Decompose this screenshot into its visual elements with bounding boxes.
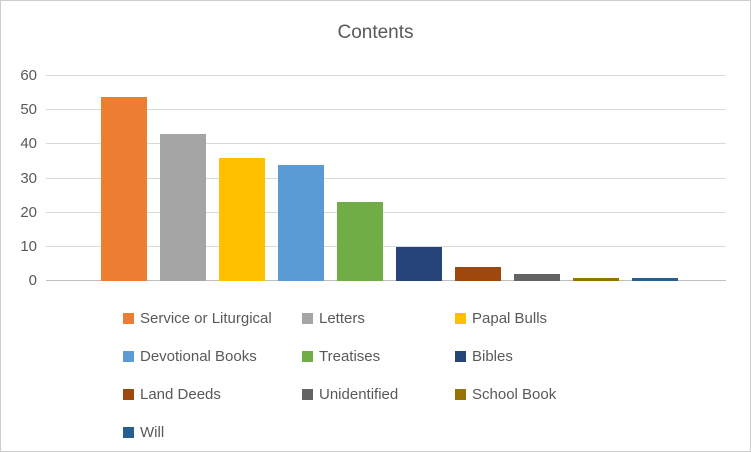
plot-area: 0 10 20 30 40 50 60 bbox=[20, 67, 726, 289]
gridline bbox=[46, 245, 726, 247]
gridline bbox=[46, 109, 726, 111]
x-axis-line bbox=[46, 280, 726, 281]
y-tick-label: 30 bbox=[20, 169, 37, 187]
legend-item: Papal Bulls bbox=[455, 307, 665, 329]
bar bbox=[160, 134, 206, 281]
gridline bbox=[46, 211, 726, 213]
legend-swatch bbox=[455, 388, 466, 400]
bar bbox=[396, 246, 442, 281]
legend-item: Land Deeds bbox=[123, 383, 302, 405]
legend-item: Will bbox=[123, 421, 302, 443]
legend: Service or Liturgical Letters Papal Bulls D… bbox=[123, 307, 665, 443]
legend-label: Treatises bbox=[319, 347, 381, 365]
bar bbox=[278, 164, 324, 281]
bar bbox=[337, 202, 383, 281]
legend-label: Will bbox=[140, 423, 165, 441]
legend-label: Papal Bulls bbox=[472, 309, 548, 327]
gridline bbox=[46, 75, 726, 76]
y-tick-label: 10 bbox=[20, 237, 37, 255]
legend-swatch bbox=[123, 312, 134, 324]
legend-item: Devotional Books bbox=[123, 345, 302, 367]
legend-swatch bbox=[302, 312, 313, 324]
legend-item: Treatises bbox=[302, 345, 455, 367]
y-tick-label: 60 bbox=[20, 67, 37, 84]
gridline bbox=[46, 177, 726, 179]
legend-item: Letters bbox=[302, 307, 455, 329]
legend-swatch bbox=[123, 426, 134, 438]
legend-label: Unidentified bbox=[319, 385, 399, 403]
legend-label: Service or Liturgical bbox=[140, 309, 272, 327]
bar bbox=[455, 267, 501, 281]
bar bbox=[101, 96, 147, 281]
y-tick-label: 20 bbox=[20, 203, 37, 221]
y-tick-label: 50 bbox=[20, 101, 37, 119]
legend-swatch bbox=[123, 388, 134, 400]
legend-label: Bibles bbox=[472, 347, 513, 365]
chart-title: Contents bbox=[337, 22, 414, 43]
bar bbox=[573, 277, 619, 281]
legend-swatch bbox=[455, 312, 466, 324]
bar bbox=[632, 277, 678, 281]
bars-container bbox=[101, 76, 726, 281]
bar bbox=[219, 158, 265, 281]
legend-label: Devotional Books bbox=[140, 347, 257, 365]
y-tick-label: 40 bbox=[20, 135, 37, 153]
legend-item: School Book bbox=[455, 383, 665, 405]
legend-label: Letters bbox=[319, 309, 365, 327]
legend-swatch bbox=[302, 350, 313, 362]
legend-label: School Book bbox=[472, 385, 557, 403]
legend-item: Unidentified bbox=[302, 383, 455, 405]
legend-item: Service or Liturgical bbox=[123, 307, 302, 329]
legend-swatch bbox=[123, 350, 134, 362]
bar bbox=[514, 274, 560, 281]
gridline bbox=[46, 143, 726, 145]
legend-label: Land Deeds bbox=[140, 385, 221, 403]
legend-item: Bibles bbox=[455, 345, 665, 367]
y-tick-label: 0 bbox=[28, 272, 37, 289]
legend-swatch bbox=[455, 350, 466, 362]
legend-swatch bbox=[302, 388, 313, 400]
